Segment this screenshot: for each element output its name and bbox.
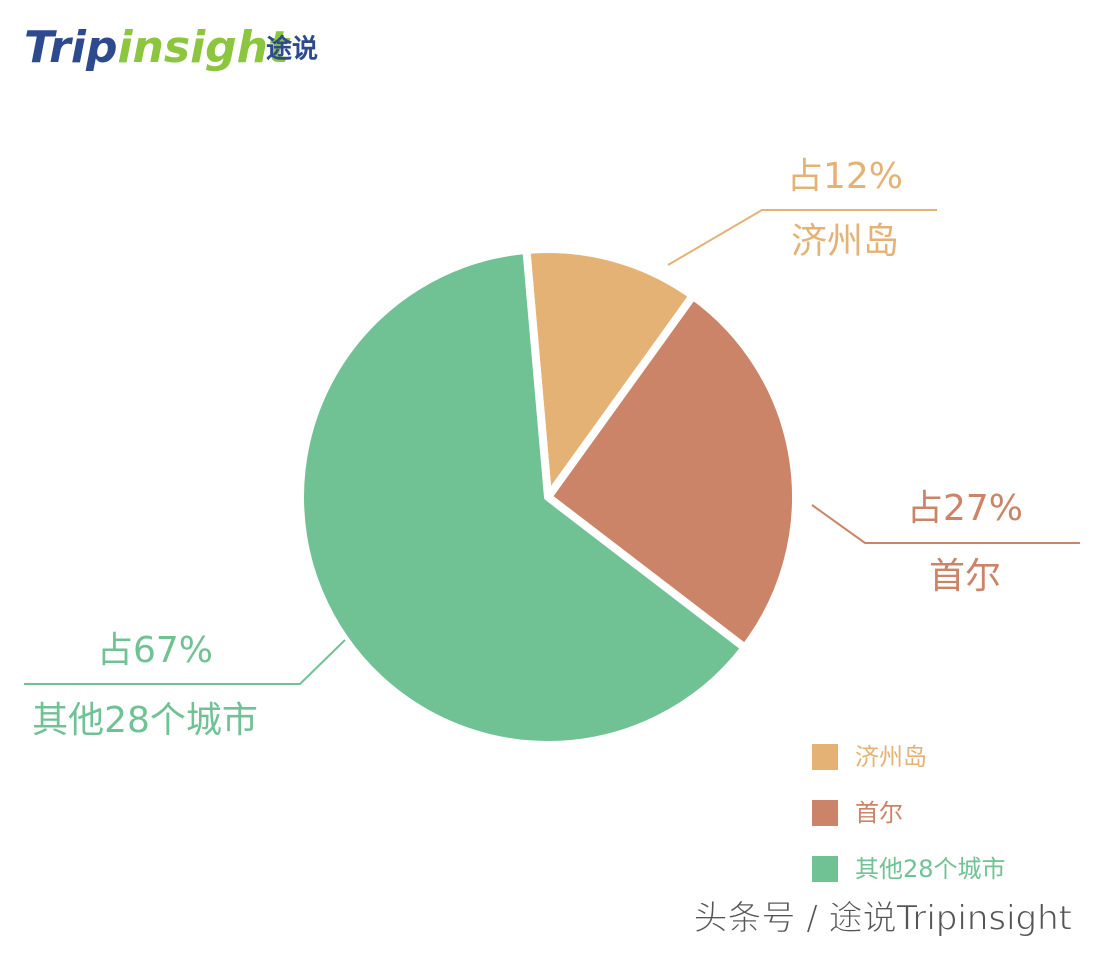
leader-line: [811, 504, 1080, 544]
slice-label: 济州岛: [791, 221, 899, 262]
slice-label: 首尔: [929, 556, 1001, 597]
logo: Tripinsight: [24, 22, 291, 73]
legend-swatch: [812, 744, 838, 770]
logo-insight: insight: [117, 22, 290, 73]
leader-line: [667, 209, 937, 266]
legend-label: 其他28个城市: [855, 855, 1006, 883]
data-label: 占67%: [97, 630, 213, 671]
data-label: 占12%: [787, 156, 903, 197]
slice-label: 其他28个城市: [32, 700, 258, 741]
pie-slice: [544, 291, 800, 652]
legend-swatch: [812, 800, 838, 826]
pie-slice: [296, 245, 749, 749]
legend-label: 首尔: [855, 799, 903, 827]
legend-label: 济州岛: [855, 743, 927, 771]
data-label: 占27%: [907, 488, 1023, 529]
leader-line: [24, 639, 346, 685]
logo-trip: Trip: [24, 22, 117, 73]
watermark: 头条号 / 途说Tripinsight: [694, 899, 1072, 939]
legend-swatch: [812, 856, 838, 882]
pie-slice: [522, 245, 697, 501]
logo-cn: 途说: [266, 34, 318, 65]
